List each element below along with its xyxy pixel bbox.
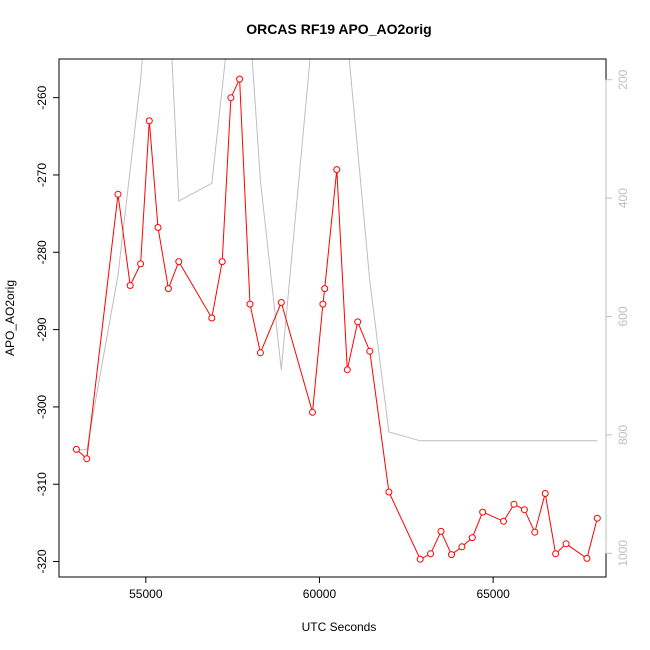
data-point (427, 550, 435, 558)
right-axis-tick-label: 1000 (616, 540, 630, 567)
right-axis-tick-label: 400 (616, 188, 630, 208)
y-axis: -260 -270 -280 -290 -300 -310 -320 (35, 85, 60, 574)
y-tick-label: -270 (35, 163, 49, 187)
data-point (510, 500, 518, 508)
data-point (385, 488, 393, 496)
data-point (137, 260, 145, 268)
y-tick-label: -280 (35, 240, 49, 264)
x-tick-label: 60000 (303, 587, 337, 601)
data-point (114, 190, 122, 198)
data-point (145, 117, 153, 125)
x-axis-label: UTC Seconds (302, 620, 377, 634)
data-point (468, 534, 476, 542)
data-point (208, 314, 216, 322)
data-point (227, 94, 235, 102)
data-point (126, 282, 134, 289)
data-point (218, 258, 226, 266)
data-point (448, 551, 455, 559)
right-axis-tick-label: 600 (616, 306, 630, 326)
data-point (277, 299, 285, 306)
y-tick-label: -310 (35, 472, 49, 496)
data-point (175, 258, 183, 266)
data-point (583, 554, 591, 562)
data-point (343, 366, 351, 374)
right-axis-tick-label: 200 (616, 69, 630, 89)
y-tick-label: -300 (35, 395, 49, 419)
right-series-layer (76, 59, 598, 451)
chart-title: ORCAS RF19 APO_AO2orig (246, 21, 431, 37)
data-point (500, 517, 507, 525)
data-point (479, 508, 487, 516)
data-point (541, 490, 549, 497)
data-point (562, 540, 570, 548)
y-tick-label: -290 (35, 317, 49, 341)
data-point (552, 550, 560, 558)
right-y-axis: 200 400 600 800 1000 (605, 69, 630, 567)
data-point (520, 506, 528, 514)
series-line (76, 78, 598, 560)
data-point (321, 285, 329, 293)
right-axis-tick-label: 800 (616, 425, 630, 445)
y-tick-label: -320 (35, 549, 49, 573)
y-axis-label: APO_AO2orig (3, 280, 17, 356)
x-tick-label: 55000 (129, 587, 163, 601)
data-point (164, 285, 172, 293)
data-point (437, 527, 445, 535)
right-axis-series-line (76, 59, 598, 451)
data-point (236, 75, 244, 83)
data-point (246, 300, 254, 308)
data-point (333, 166, 341, 174)
data-point (354, 318, 362, 326)
data-point (531, 528, 539, 536)
y-tick-label: -260 (35, 85, 49, 109)
data-point (309, 408, 316, 416)
x-axis: 55000 60000 65000 (129, 576, 510, 601)
data-point (154, 224, 162, 231)
x-tick-label: 65000 (476, 587, 510, 601)
data-point (593, 514, 601, 522)
data-point (319, 300, 327, 308)
primary-series-layer (72, 75, 601, 563)
data-point (256, 349, 264, 357)
data-point (83, 455, 91, 463)
data-point (416, 555, 424, 563)
data-point (72, 445, 80, 453)
plot-frame (58, 58, 607, 578)
data-point (366, 347, 374, 355)
data-point (458, 543, 466, 551)
